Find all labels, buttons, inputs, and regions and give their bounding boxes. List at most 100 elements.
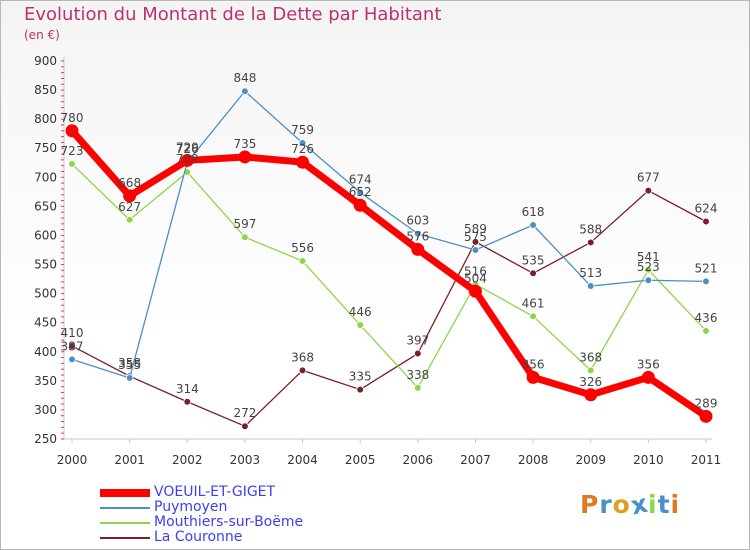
proxiti-logo: Proxiti xyxy=(580,488,681,521)
y-tick-label: 300 xyxy=(34,403,57,417)
data-label: 677 xyxy=(637,171,660,185)
data-point xyxy=(125,374,134,382)
data-label: 516 xyxy=(464,264,487,278)
data-label: 709 xyxy=(176,152,199,166)
legend-label: VOEUIL-ET-GIGET xyxy=(154,484,276,500)
data-point xyxy=(356,188,364,197)
data-point xyxy=(584,388,598,402)
x-tick-label: 2010 xyxy=(633,453,664,467)
data-label: 523 xyxy=(637,260,660,274)
data-point xyxy=(702,327,710,335)
data-point xyxy=(702,277,710,286)
data-point xyxy=(702,217,710,226)
data-label: 541 xyxy=(637,250,660,264)
data-point xyxy=(641,370,655,384)
data-point xyxy=(586,238,595,247)
data-point xyxy=(296,155,310,169)
data-label: 356 xyxy=(522,357,545,371)
data-label: 410 xyxy=(61,326,84,340)
data-point xyxy=(529,269,537,278)
data-point xyxy=(183,397,192,406)
y-tick-label: 650 xyxy=(34,199,57,213)
series-voeuil-et-giget xyxy=(65,124,713,423)
x-tick-label: 2003 xyxy=(230,453,261,467)
data-label: 368 xyxy=(579,350,602,364)
data-point xyxy=(526,370,540,384)
data-label: 624 xyxy=(695,202,718,216)
data-label: 726 xyxy=(176,142,199,156)
data-label: 368 xyxy=(291,350,314,364)
data-label: 461 xyxy=(522,296,545,310)
y-tick-label: 250 xyxy=(34,432,57,446)
data-point xyxy=(238,150,252,164)
data-label: 652 xyxy=(349,185,372,199)
data-label: 358 xyxy=(118,356,141,370)
data-label: 729 xyxy=(176,140,199,154)
data-point xyxy=(298,366,307,375)
series-line xyxy=(71,90,707,379)
data-label: 355 xyxy=(118,358,141,372)
data-point xyxy=(241,422,249,431)
series-la-couronne xyxy=(68,186,710,431)
data-point xyxy=(123,189,137,203)
data-point xyxy=(529,221,537,229)
data-label: 759 xyxy=(291,123,314,137)
y-tick-label: 500 xyxy=(34,287,57,301)
data-label: 326 xyxy=(579,375,602,389)
data-point xyxy=(298,257,307,265)
data-label: 521 xyxy=(695,261,718,275)
y-tick-label: 600 xyxy=(34,228,57,242)
data-label: 588 xyxy=(579,222,602,236)
data-point xyxy=(644,186,653,195)
data-point xyxy=(414,384,422,392)
data-label: 576 xyxy=(406,229,429,243)
data-point xyxy=(471,246,480,254)
y-tick-label: 700 xyxy=(34,170,57,184)
x-tick-label: 2008 xyxy=(518,453,549,467)
data-point xyxy=(644,265,653,274)
series-line xyxy=(71,190,707,427)
data-point xyxy=(529,312,537,321)
y-tick-label: 350 xyxy=(34,374,57,388)
data-label: 446 xyxy=(349,305,372,319)
x-tick-label: 2005 xyxy=(345,453,376,467)
x-tick-label: 2009 xyxy=(575,453,606,467)
data-label: 575 xyxy=(464,230,487,244)
data-point xyxy=(68,355,76,364)
data-label: 735 xyxy=(233,137,256,151)
data-label: 335 xyxy=(349,370,372,384)
legend-swatch xyxy=(100,489,150,497)
data-point xyxy=(356,385,364,394)
y-tick-label: 750 xyxy=(34,141,57,155)
data-label: 668 xyxy=(118,176,141,190)
x-tick-label: 2006 xyxy=(403,453,434,467)
data-point xyxy=(468,284,482,298)
y-tick-label: 800 xyxy=(34,112,57,126)
data-point xyxy=(414,349,422,358)
legend-label: Puymoyen xyxy=(154,499,228,515)
data-label: 397 xyxy=(406,334,429,348)
data-label: 627 xyxy=(118,200,141,214)
data-label: 272 xyxy=(233,406,256,420)
data-label: 387 xyxy=(61,339,84,353)
data-point xyxy=(471,238,480,246)
data-point xyxy=(644,276,653,285)
data-label: 504 xyxy=(464,271,487,285)
series-line xyxy=(68,127,710,420)
data-point xyxy=(411,242,425,256)
data-label: 513 xyxy=(579,266,602,280)
series-puymoyen xyxy=(68,87,710,382)
data-point xyxy=(68,160,76,168)
y-tick-label: 900 xyxy=(34,54,57,68)
x-tick-label: 2007 xyxy=(460,453,491,467)
data-label: 848 xyxy=(233,71,256,85)
data-point xyxy=(180,153,194,167)
data-label: 618 xyxy=(522,205,545,219)
data-point xyxy=(586,282,595,290)
x-tick-label: 2001 xyxy=(114,453,145,467)
y-tick-label: 850 xyxy=(34,83,57,97)
legend-swatch xyxy=(100,522,150,524)
data-label: 603 xyxy=(406,214,429,228)
